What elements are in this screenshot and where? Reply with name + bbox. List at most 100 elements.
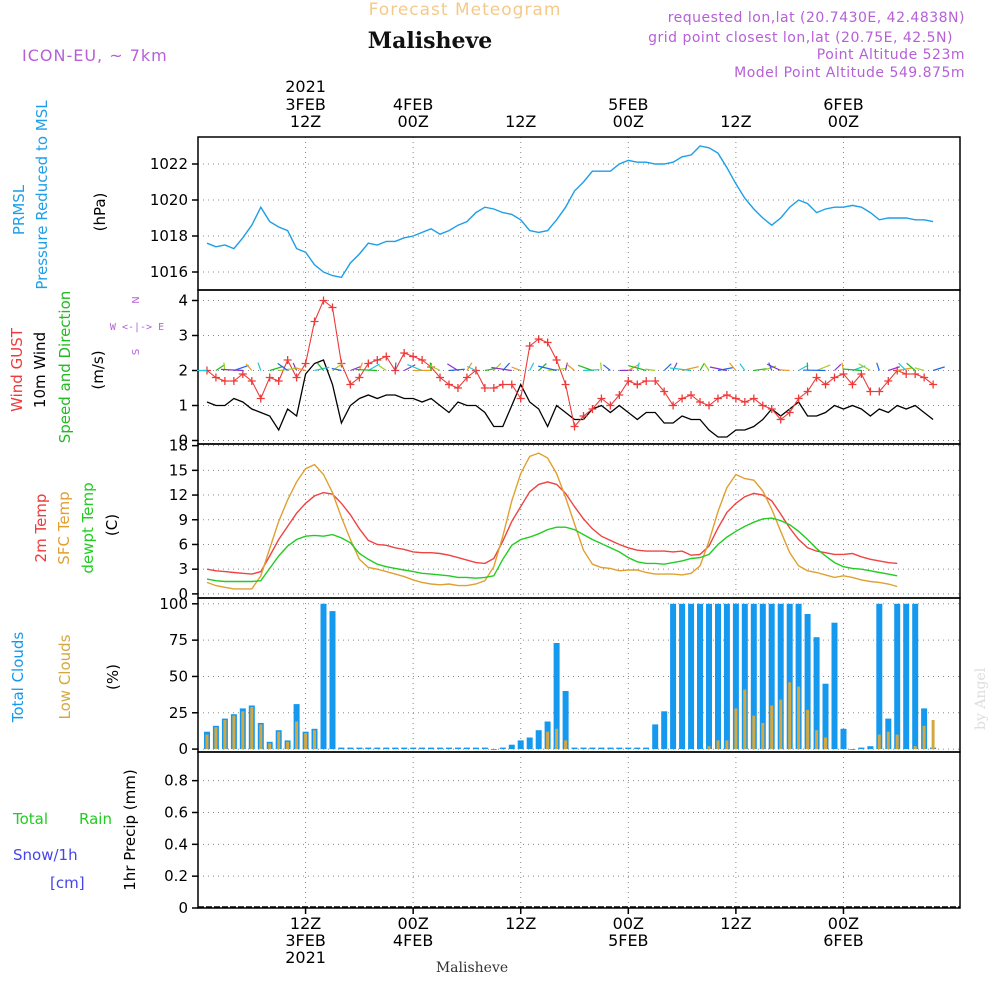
total-clouds-bar [867,746,873,749]
temp-unit: (C) [103,514,121,536]
speed-direction-label: Speed and Direction [56,291,74,444]
y-tick-label: 0 [178,740,188,758]
credit: by Angel [973,667,989,730]
y-tick-label: 0.4 [164,835,188,853]
y-tick-label: 9 [178,511,188,529]
total-clouds-bar [509,745,515,749]
total-clouds-bar [607,748,613,750]
wind-direction-arrow [494,363,501,370]
total-clouds-label: Total Clouds [9,632,27,724]
total-clouds-bar [858,748,864,750]
total-clouds-bar [643,748,649,750]
model-label: ICON-EU, ~ 7km [22,46,168,65]
wind-gust-marker [382,353,390,361]
low-clouds-bar [923,726,926,749]
y-tick-label: 50 [169,667,188,685]
total-clouds-bar [473,748,479,750]
y-tick-label: 0.6 [164,803,188,821]
low-clouds-bar [815,730,818,749]
total-clouds-bar [688,604,694,749]
total-clouds-bar [410,748,416,750]
total-clouds-bar [527,738,533,750]
low-clouds-bar [725,740,728,749]
total-clouds-bar [392,748,398,750]
time-tick-bottom-label: 12Z [720,914,751,933]
y-tick-label: 1 [178,397,188,415]
wind-gust-marker [400,349,408,357]
wind-direction-arrow [530,363,534,371]
wind-gust-marker [642,377,650,385]
low-clouds-bar [214,727,217,749]
y-tick-label: 0 [178,899,188,917]
y-tick-label: 1016 [150,263,188,281]
total-clouds-bar [356,748,362,750]
low-clouds-bar [232,716,235,749]
low-clouds-bar [717,740,720,749]
top-year-label: 2021 [285,77,326,96]
station-title: Malisheve [368,28,492,54]
wind-direction-arrow [700,363,704,370]
y-tick-label: 4 [178,292,188,310]
precip-unit: 1hr Precip (mm) [121,769,139,890]
wind-direction-arrow [704,363,709,370]
y-tick-label: 75 [169,631,188,649]
wind-gust-marker [221,377,229,385]
wind-direction-arrow [664,364,671,371]
low-clouds-bar [546,732,549,749]
total-clouds-bar [841,729,847,749]
wind-gust-marker [741,398,749,406]
wind-unit: (m/s) [89,350,107,389]
low-clouds-label: Low Clouds [56,634,74,719]
wind-gust-marker [633,381,641,389]
panel-frame [198,752,960,908]
wind-gust-marker [409,353,417,361]
wind-gust-marker [293,374,301,382]
wind-direction-arrow [246,364,252,371]
wind-direction-arrow [763,366,776,370]
time-tick-top-label: 12Z [505,112,536,131]
low-clouds-bar [932,720,935,749]
total-clouds-bar [634,748,640,750]
wind-gust-marker [624,377,632,385]
wind-direction-arrow [767,364,781,370]
total-clouds-bar [715,604,721,749]
low-clouds-bar [761,723,764,749]
point-altitude: Point Altitude 523m [817,47,965,63]
wind-direction-arrow [578,365,592,370]
wind-gust-label: Wind GUST [8,327,26,412]
total-clouds-bar [616,748,622,750]
wind-direction-arrow [877,363,880,371]
wind-gust-marker [257,395,265,403]
total-clouds-bar [903,604,909,749]
total-clouds-bar [697,604,703,749]
wind-direction-arrow [601,363,602,371]
wind-direction-arrow [740,364,745,371]
wind-speed-line [207,360,933,437]
clouds-unit: (%) [104,664,122,690]
forecast-meteogram-subtitle: Forecast Meteogram [369,0,562,20]
time-tick-bottom-label: 5FEB [608,931,648,950]
total-clouds-bar [598,748,604,750]
wind-gust-marker [517,395,525,403]
compass-s: S [131,349,142,355]
total-clouds-bar [894,604,900,749]
low-clouds-bar [241,711,244,749]
snow-unit-label: [cm] [50,874,85,892]
wind-gust-marker [866,388,874,396]
total-clouds-bar [581,748,587,750]
time-tick-bottom-label: 4FEB [393,931,433,950]
panel-frame [198,137,960,290]
total-clouds-bar [706,604,712,749]
wind-direction-arrow [395,363,396,371]
total-clouds-bar [832,623,838,749]
low-clouds-bar [268,743,271,749]
low-clouds-bar [914,746,917,749]
wind-gust-marker [499,381,507,389]
low-clouds-bar [277,732,280,749]
y-tick-label: 12 [169,486,188,504]
wind-direction-arrow [817,365,831,371]
y-tick-label: 6 [178,535,188,553]
total-clouds-bar [491,749,497,750]
y-tick-label: 0.2 [164,867,188,885]
wind-direction-arrow [603,365,610,371]
